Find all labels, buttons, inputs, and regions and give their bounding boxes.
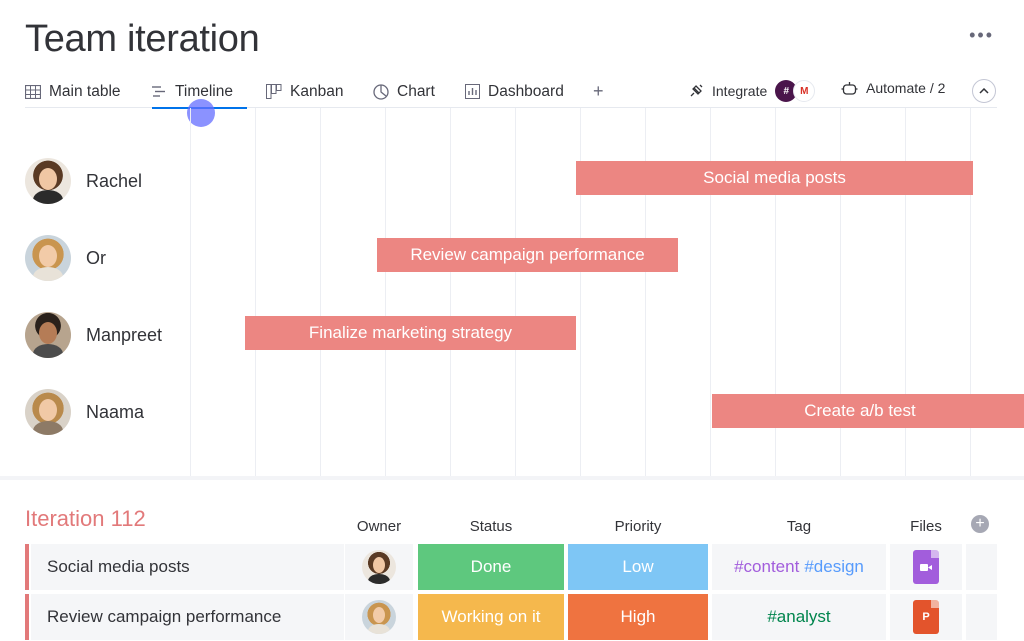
column-header-priority[interactable]: Priority (614, 518, 662, 535)
person-row: Manpreet (25, 312, 162, 358)
avatar (362, 600, 396, 634)
grid-line (775, 108, 776, 476)
tab-label: Chart (397, 82, 435, 100)
tab-label: Kanban (290, 82, 344, 100)
timeline-icon (152, 86, 165, 97)
grid-line (515, 108, 516, 476)
column-header-status[interactable]: Status (469, 518, 513, 535)
group-title[interactable]: Iteration 112 (25, 506, 146, 531)
grid-line (255, 108, 256, 476)
table-row[interactable]: Social media posts Done Low #content #des… (25, 544, 997, 590)
group-color-marker (25, 594, 29, 640)
files-cell[interactable] (890, 544, 962, 590)
kanban-icon (266, 84, 282, 99)
integrate-label: Integrate (712, 83, 768, 99)
timeline-view: Rachel Or Manpreet Naama Social media po… (0, 108, 1024, 476)
person-row: Rachel (25, 158, 142, 204)
tab-kanban[interactable]: Kanban (266, 76, 343, 107)
person-name: Or (86, 247, 106, 268)
timeline-bar[interactable]: Review campaign performance (377, 238, 678, 272)
tag-cell[interactable]: #analyst (712, 594, 886, 640)
automate-button[interactable]: Automate / 2 (841, 80, 945, 96)
item-name[interactable]: Review campaign performance (31, 594, 344, 640)
robot-icon (841, 81, 858, 95)
grid-line (450, 108, 451, 476)
add-view-button[interactable]: + (593, 81, 604, 101)
owner-cell[interactable] (345, 594, 413, 640)
tab-chart[interactable]: Chart (373, 76, 435, 107)
automate-label: Automate / 2 (866, 80, 946, 96)
cursor-indicator (187, 99, 215, 127)
person-name: Manpreet (86, 324, 163, 345)
integrate-button[interactable]: Integrate # M (688, 80, 816, 102)
slack-logo-icon: # (775, 80, 798, 102)
grid-line (580, 108, 581, 476)
grid-line (970, 108, 971, 476)
more-options-icon[interactable]: ••• (969, 25, 994, 45)
timeline-bar[interactable]: Create a/b test (712, 394, 1024, 428)
grid-line (320, 108, 321, 476)
tag[interactable]: #analyst (767, 607, 831, 626)
table-row[interactable]: Review campaign performance Working on i… (25, 594, 997, 640)
status-cell[interactable]: Working on it (418, 594, 564, 640)
owner-cell[interactable] (345, 544, 413, 590)
video-file-icon[interactable] (913, 550, 939, 584)
person-name: Naama (86, 401, 145, 422)
grid-line (840, 108, 841, 476)
tab-label: Dashboard (488, 82, 564, 100)
avatar (25, 158, 71, 204)
item-name[interactable]: Social media posts (31, 544, 344, 590)
empty-cell (966, 544, 997, 590)
status-cell[interactable]: Done (418, 544, 564, 590)
files-cell[interactable]: P (890, 594, 962, 640)
plug-icon (690, 84, 703, 97)
page-title: Team iteration (25, 18, 260, 60)
table-icon (25, 84, 41, 99)
column-header-owner[interactable]: Owner (356, 518, 402, 535)
grid-line (710, 108, 711, 476)
priority-cell[interactable]: High (568, 594, 708, 640)
powerpoint-file-icon[interactable]: P (913, 600, 939, 634)
empty-cell (966, 594, 997, 640)
tag[interactable]: #content (734, 557, 800, 576)
grid-line (905, 108, 906, 476)
view-tabs: Main table Timeline Kanban Chart Dashboa… (25, 76, 997, 109)
person-row: Naama (25, 389, 144, 435)
column-header-files[interactable]: Files (910, 518, 942, 535)
grid-line (190, 108, 191, 476)
tab-main-table[interactable]: Main table (25, 76, 121, 107)
add-column-icon[interactable]: + (971, 515, 989, 533)
section-divider (0, 476, 1024, 480)
grid-line (645, 108, 646, 476)
timeline-bar[interactable]: Finalize marketing strategy (245, 316, 576, 350)
tag[interactable]: #design (804, 557, 864, 576)
avatar (362, 550, 396, 584)
tag-cell[interactable]: #content #design (712, 544, 886, 590)
gmail-logo-icon: M (793, 80, 816, 102)
priority-cell[interactable]: Low (568, 544, 708, 590)
pie-chart-icon (373, 83, 389, 100)
group-color-marker (25, 544, 29, 590)
avatar (25, 389, 71, 435)
column-header-tag[interactable]: Tag (786, 518, 812, 535)
timeline-bar[interactable]: Social media posts (576, 161, 973, 195)
chevron-up-icon (979, 88, 989, 94)
dashboard-icon (465, 84, 480, 99)
avatar (25, 312, 71, 358)
person-row: Or (25, 235, 106, 281)
person-name: Rachel (86, 170, 143, 191)
tab-label: Timeline (175, 82, 233, 100)
avatar (25, 235, 71, 281)
tab-dashboard[interactable]: Dashboard (465, 76, 564, 107)
collapse-header-button[interactable] (972, 79, 996, 103)
tab-label: Main table (49, 82, 121, 100)
grid-line (385, 108, 386, 476)
